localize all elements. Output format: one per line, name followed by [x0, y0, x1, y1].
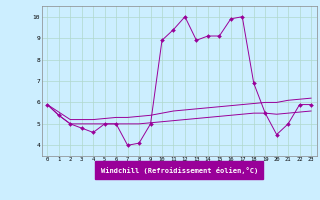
X-axis label: Windchill (Refroidissement éolien,°C): Windchill (Refroidissement éolien,°C) [100, 167, 258, 174]
